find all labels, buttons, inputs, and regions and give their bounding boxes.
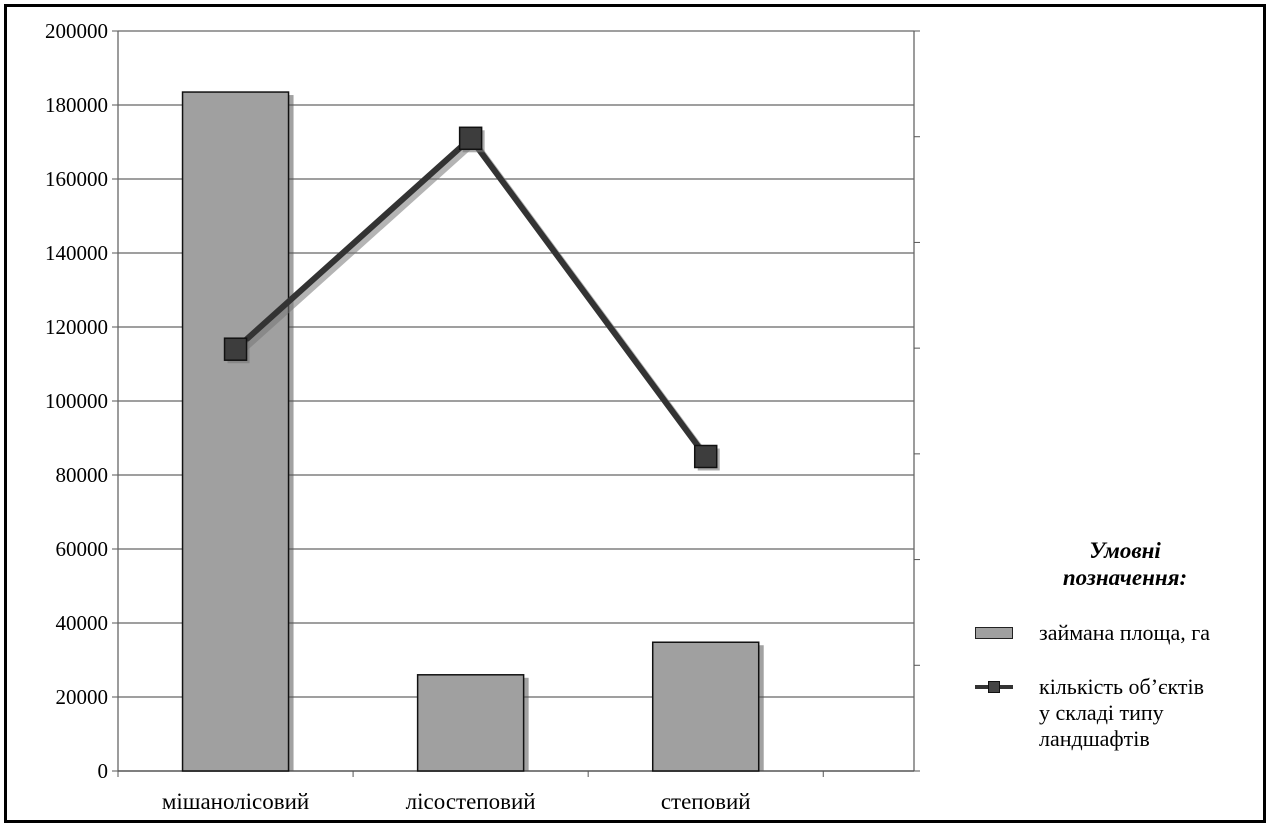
y-tick-label: 20000 bbox=[56, 685, 109, 709]
y-tick-label: 0 bbox=[98, 759, 109, 783]
line-point bbox=[223, 337, 248, 361]
bar bbox=[181, 91, 290, 772]
y-tick-label: 80000 bbox=[56, 463, 109, 487]
x-category-label: лісостеповий bbox=[406, 789, 536, 814]
legend-title-line-2: позначення: bbox=[1062, 565, 1188, 590]
legend-label-area: займана площа, га bbox=[1039, 620, 1211, 645]
legend-title: Умовні позначення: bbox=[1030, 537, 1220, 591]
legend-line-swatch bbox=[975, 674, 1013, 700]
line-series-shadow bbox=[237, 139, 713, 463]
axis-labels: 0 20000 40000 60000 80000 100000 120000 140000 1… bbox=[45, 19, 751, 814]
x-category-label: мішанолісовий bbox=[162, 789, 309, 814]
y-tick-label: 100000 bbox=[45, 389, 108, 413]
y-tick-label: 140000 bbox=[45, 241, 108, 265]
y-tick-label: 160000 bbox=[45, 167, 108, 191]
legend-label-count-line-2: у складі типу bbox=[1039, 700, 1164, 725]
y-tick-label: 60000 bbox=[56, 537, 109, 561]
line-series bbox=[223, 126, 720, 471]
y-tick-label: 200000 bbox=[45, 19, 108, 43]
bar bbox=[651, 641, 760, 772]
y-tick-label: 120000 bbox=[45, 315, 108, 339]
legend-label-count: кількість об’єктів у складі типу ландшаф… bbox=[1039, 674, 1204, 752]
legend-label-count-line-1: кількість об’єктів bbox=[1039, 674, 1204, 699]
legend-item-count: кількість об’єктів у складі типу ландшаф… bbox=[975, 674, 1204, 752]
legend-bar-swatch bbox=[975, 627, 1013, 639]
y-tick-label: 40000 bbox=[56, 611, 109, 635]
legend-line-swatch-marker bbox=[988, 681, 1000, 693]
legend-title-line-1: Умовні bbox=[1089, 538, 1161, 563]
legend-item-area: займана площа, га bbox=[975, 620, 1210, 646]
bar-series bbox=[181, 91, 764, 772]
bar bbox=[416, 674, 525, 772]
line-point bbox=[458, 126, 483, 151]
line-point bbox=[693, 444, 718, 469]
legend-label-count-line-3: ландшафтів bbox=[1039, 726, 1150, 751]
y-tick-label: 180000 bbox=[45, 93, 108, 117]
x-category-label: степовий bbox=[661, 789, 751, 814]
